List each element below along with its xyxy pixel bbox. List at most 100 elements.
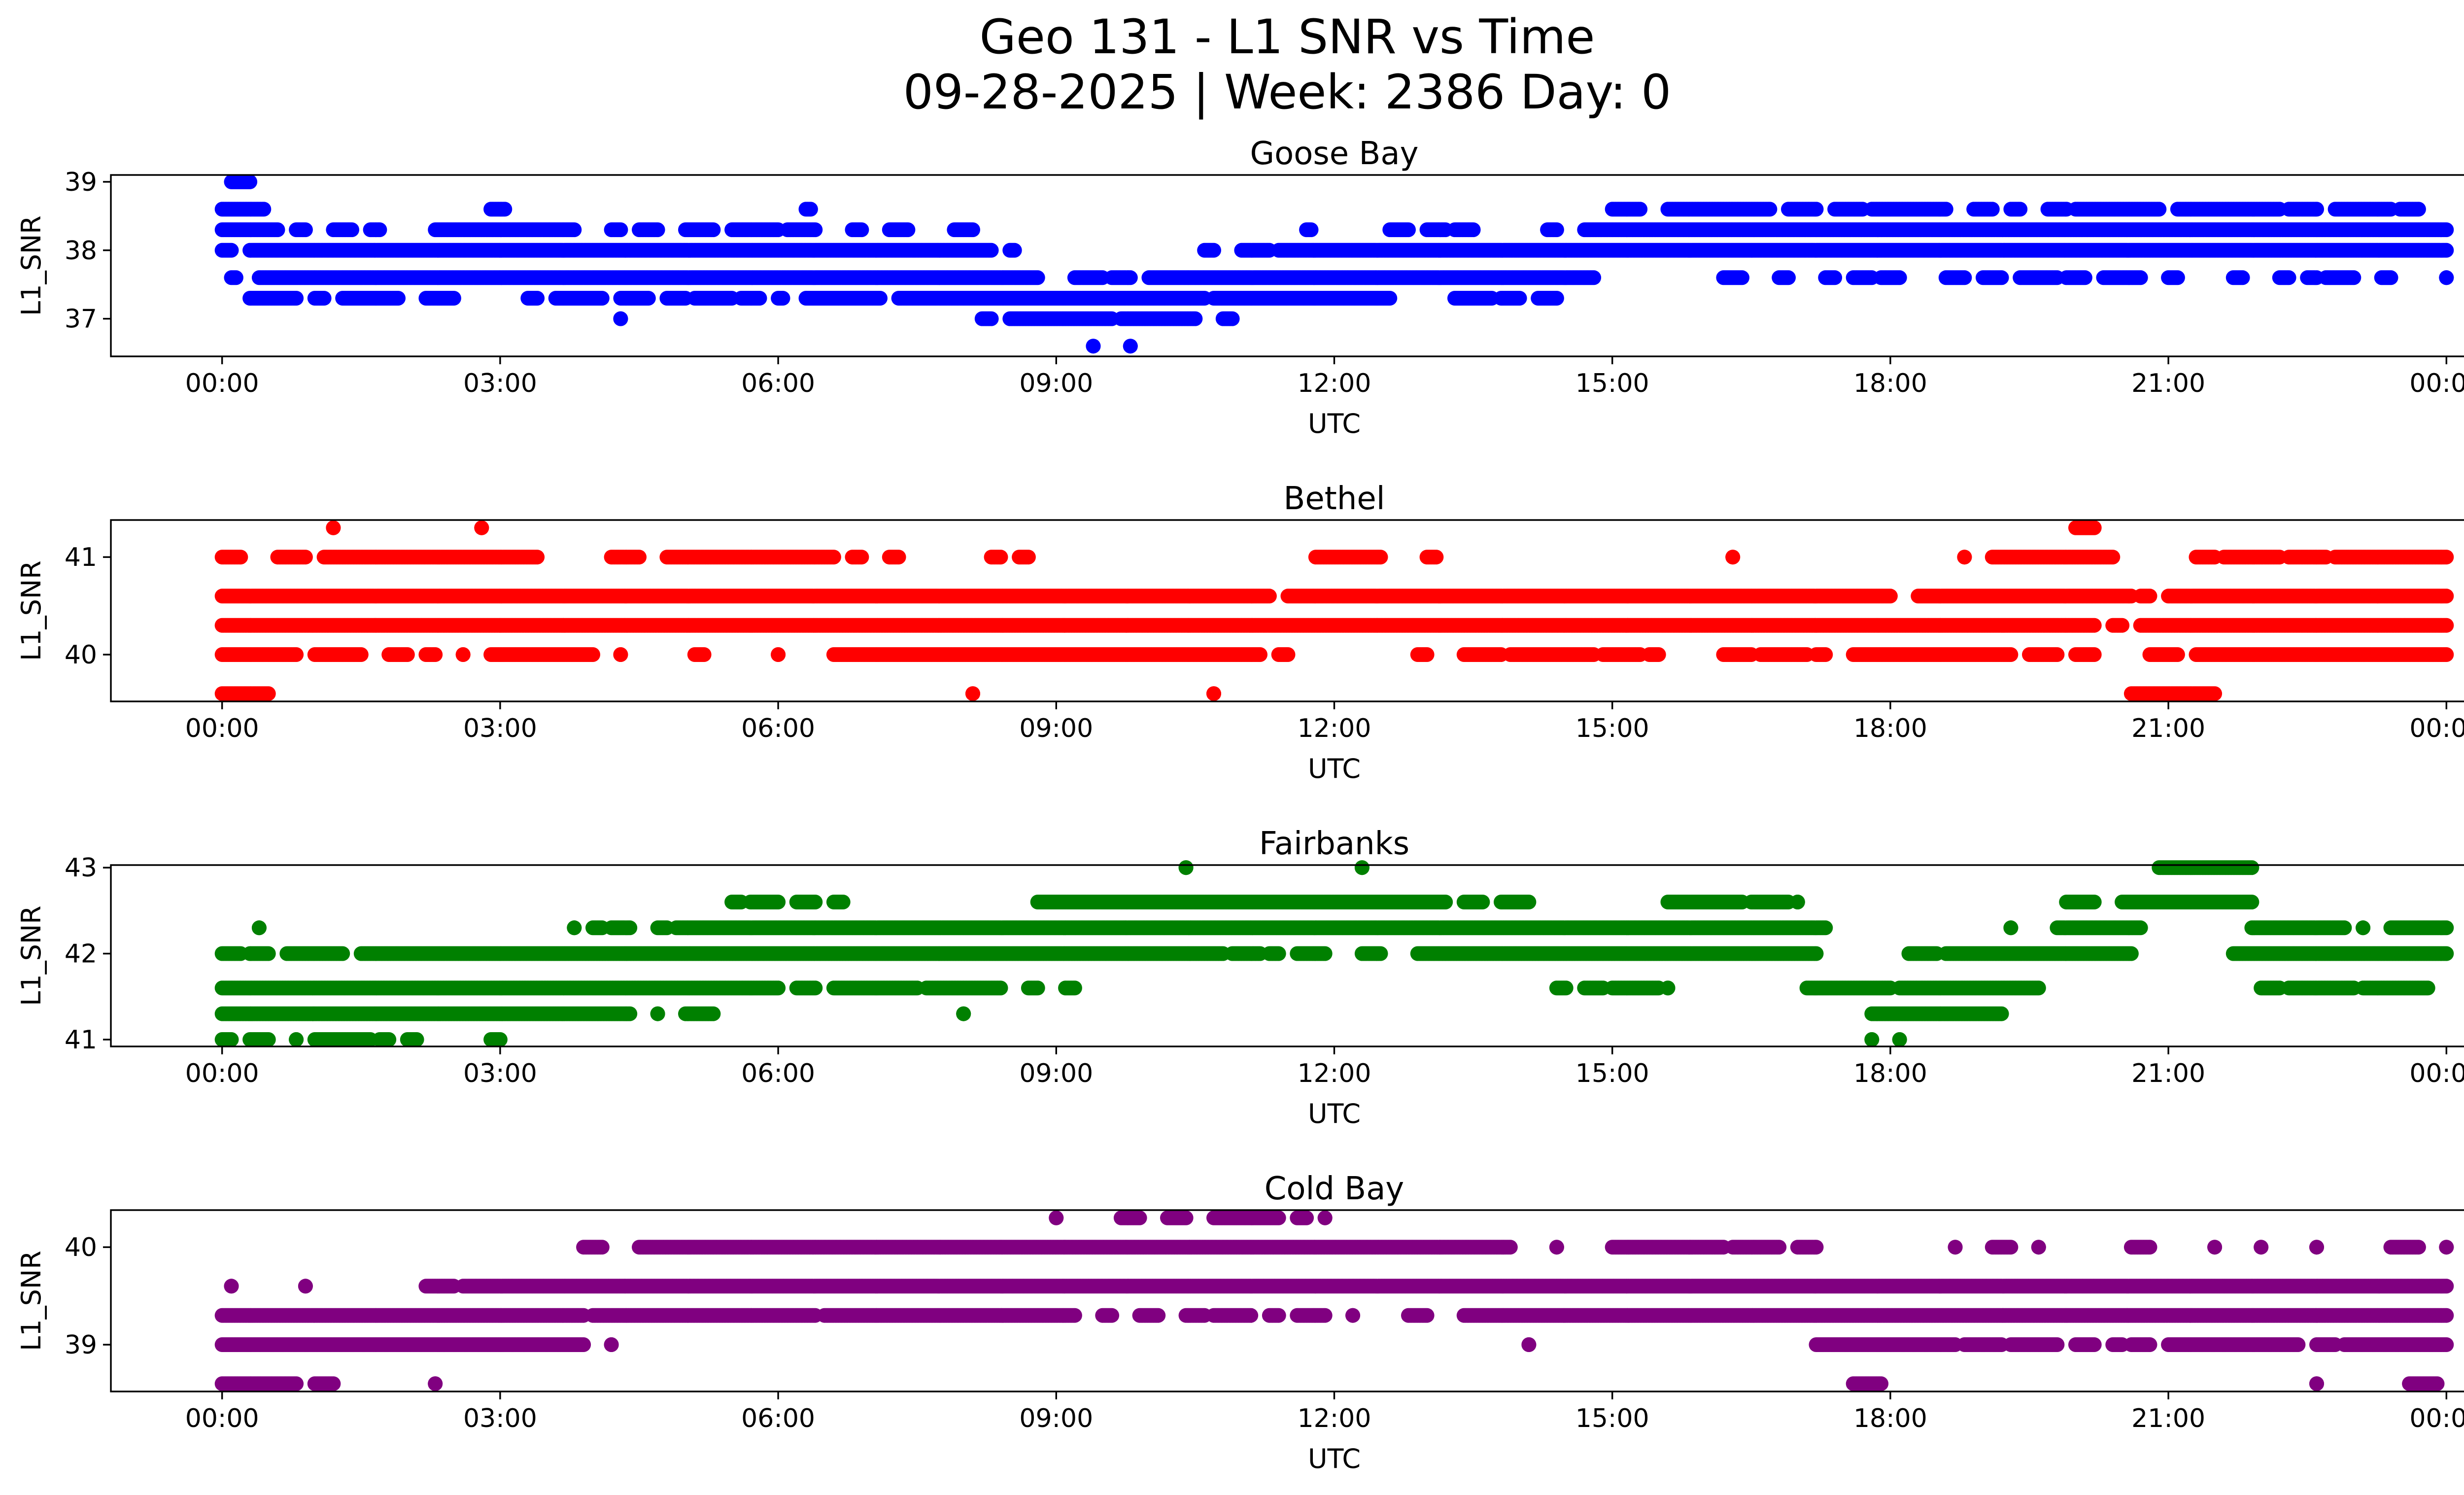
data-point xyxy=(803,202,818,217)
data-point xyxy=(1781,270,1796,285)
data-point xyxy=(632,550,647,565)
subplot-title: Goose Bay xyxy=(1250,136,1419,172)
data-point xyxy=(497,202,513,217)
data-point xyxy=(1429,550,1444,565)
data-point xyxy=(1188,311,1203,326)
data-point xyxy=(1892,270,1907,285)
data-point xyxy=(1030,270,1045,285)
figure-title-line2: 09-28-2025 | Week: 2386 Day: 0 xyxy=(903,65,1672,120)
data-point xyxy=(1382,291,1398,306)
x-tick-label: 15:00 xyxy=(1575,369,1649,398)
data-point xyxy=(298,222,313,238)
data-point xyxy=(1725,550,1741,565)
data-point xyxy=(1957,550,1972,565)
data-point xyxy=(854,222,869,238)
data-point xyxy=(2152,202,2167,217)
data-point xyxy=(1762,202,1778,217)
x-axis-label: UTC xyxy=(1308,408,1361,439)
data-point xyxy=(984,243,999,258)
x-tick-label: 12:00 xyxy=(1298,369,1371,398)
data-point xyxy=(826,550,841,565)
data-point xyxy=(298,550,313,565)
data-point xyxy=(1303,222,1319,238)
data-point xyxy=(256,202,272,217)
data-point xyxy=(641,291,656,306)
data-point xyxy=(900,222,916,238)
data-point xyxy=(289,291,304,306)
data-point xyxy=(854,550,869,565)
data-point xyxy=(2077,270,2092,285)
data-point xyxy=(1957,270,1972,285)
data-point xyxy=(808,222,823,238)
data-point xyxy=(1086,339,1101,354)
data-point xyxy=(965,222,980,238)
snr-level-38-3 xyxy=(214,222,2454,238)
snr-level-38 xyxy=(214,243,2454,258)
data-point xyxy=(752,291,767,306)
data-point xyxy=(1123,339,1138,354)
data-point xyxy=(344,222,359,238)
data-point xyxy=(1633,202,1648,217)
data-point xyxy=(242,174,258,189)
data-point xyxy=(2133,270,2148,285)
data-point xyxy=(1401,222,1416,238)
data-point xyxy=(1985,202,2000,217)
x-tick-label: 00:00 xyxy=(2409,369,2464,398)
data-point xyxy=(2439,270,2454,285)
figure-title-line1: Geo 131 - L1 SNR vs Time xyxy=(980,9,1595,65)
data-point xyxy=(1549,291,1564,306)
data-point xyxy=(2235,270,2250,285)
data-point xyxy=(891,550,906,565)
data-point xyxy=(372,222,387,238)
data-point xyxy=(1466,222,1481,238)
data-point xyxy=(1007,243,1022,258)
data-point xyxy=(2411,202,2426,217)
data-point xyxy=(1021,550,1036,565)
data-point xyxy=(1512,291,1527,306)
snr-level-37-3 xyxy=(242,291,1564,306)
y-tick-label: 38 xyxy=(65,236,97,266)
data-point xyxy=(2309,202,2324,217)
x-tick-label: 06:00 xyxy=(741,369,815,398)
data-point xyxy=(2281,270,2296,285)
data-point xyxy=(1373,550,1388,565)
data-point xyxy=(2087,520,2102,535)
data-point xyxy=(613,311,628,326)
data-point xyxy=(1225,311,1240,326)
snr-level-39 xyxy=(224,174,258,189)
data-point xyxy=(233,550,248,565)
y-tick-label: 39 xyxy=(65,168,97,197)
data-point xyxy=(613,222,628,238)
y-tick-label: 37 xyxy=(65,305,97,334)
x-tick-label: 18:00 xyxy=(1853,369,1927,398)
y-axis-label: L1_SNR xyxy=(16,215,47,316)
x-tick-label: 00:00 xyxy=(185,369,259,398)
data-point xyxy=(446,291,461,306)
data-point xyxy=(326,520,341,535)
data-point xyxy=(2346,270,2361,285)
data-point xyxy=(2439,222,2454,238)
data-point xyxy=(474,520,489,535)
data-point xyxy=(1938,202,1953,217)
data-point xyxy=(530,550,545,565)
snr-level-38-6 xyxy=(214,202,2426,217)
subplot-title: Bethel xyxy=(1283,481,1385,517)
data-point xyxy=(1735,270,1749,285)
data-point xyxy=(594,291,610,306)
data-point xyxy=(2105,550,2121,565)
data-point xyxy=(530,291,545,306)
data-point xyxy=(1827,270,1843,285)
data-point xyxy=(993,550,1008,565)
data-point xyxy=(706,222,721,238)
data-point xyxy=(1586,270,1602,285)
data-point xyxy=(1206,243,1221,258)
data-point xyxy=(650,222,665,238)
data-point xyxy=(1549,222,1564,238)
x-tick-label: 21:00 xyxy=(2131,369,2205,398)
data-point xyxy=(270,222,285,238)
data-point xyxy=(1123,270,1138,285)
data-point xyxy=(775,291,790,306)
